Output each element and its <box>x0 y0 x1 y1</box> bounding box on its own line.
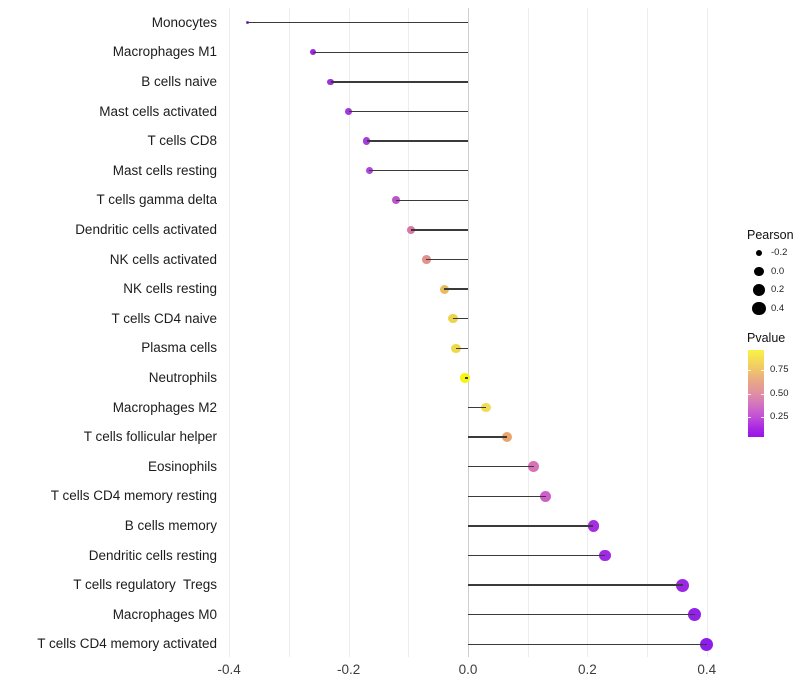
category-label: T cells CD4 memory resting <box>50 488 217 504</box>
lollipop-point <box>392 196 401 205</box>
pvalue-bar-tick-left <box>748 370 751 371</box>
lollipop-stem <box>468 495 546 498</box>
category-label: T cells gamma delta <box>96 192 217 208</box>
category-label: Mast cells activated <box>99 103 217 119</box>
pvalue-bar-tick-right <box>761 416 764 418</box>
lollipop-stem <box>366 140 468 142</box>
zero-baseline <box>468 8 469 657</box>
pvalue-bar-tick-left <box>748 393 751 395</box>
category-label: NK cells resting <box>123 281 217 297</box>
category-label: Monocytes <box>151 14 217 30</box>
category-label: Dendritic cells activated <box>75 221 217 237</box>
gridline <box>288 8 290 657</box>
category-label: T cells CD4 naive <box>111 310 217 326</box>
size-legend-dot <box>755 249 763 257</box>
category-label: T cells CD4 memory activated <box>37 636 217 652</box>
category-label: Neutrophils <box>148 369 217 385</box>
category-label: Dendritic cells resting <box>88 547 217 563</box>
color-legend-title: Pvalue <box>747 331 786 345</box>
lollipop-point <box>245 21 249 25</box>
pvalue-legend-label: 0.50 <box>770 387 789 399</box>
lollipop-stem <box>465 377 468 379</box>
lollipop-point <box>480 402 491 413</box>
lollipop-point <box>501 431 512 443</box>
lollipop-stem <box>348 110 468 113</box>
lollipop-stem <box>247 21 468 24</box>
lollipop-stem <box>468 643 707 646</box>
pvalue-gradient-bar <box>748 350 764 437</box>
category-label: T cells follicular helper <box>83 429 217 445</box>
pvalue-legend-label: 0.25 <box>770 410 789 422</box>
size-legend-label: 0.0 <box>771 265 785 277</box>
lollipop-stem <box>330 81 468 83</box>
size-legend-label: 0.4 <box>771 302 785 314</box>
gridline <box>408 8 410 657</box>
pvalue-bar-tick-right <box>761 393 764 395</box>
lollipop-stem <box>396 199 468 202</box>
lollipop-stem <box>468 465 534 468</box>
lollipop-stem <box>468 554 606 557</box>
gridline <box>647 8 649 657</box>
category-label: T cells CD8 <box>147 133 217 149</box>
lollipop-stem <box>411 229 468 231</box>
size-legend-label: -0.2 <box>771 247 788 258</box>
category-label: T cells regulatory Tregs <box>73 577 217 593</box>
lollipop-point <box>599 549 612 562</box>
lollipop-stem <box>468 584 683 586</box>
x-tick-label: 0.0 <box>458 662 478 677</box>
gridline <box>527 8 529 657</box>
lollipop-stem <box>468 525 594 527</box>
gridline <box>229 8 231 657</box>
category-label: Eosinophils <box>147 458 217 474</box>
pvalue-legend-label: 0.75 <box>770 364 789 375</box>
lollipop-point <box>528 461 540 473</box>
x-tick-label: 0.4 <box>697 662 717 677</box>
category-label: Mast cells resting <box>112 162 217 178</box>
lollipop-stem <box>468 613 695 616</box>
lollipop-stem <box>468 436 507 438</box>
gridline <box>587 8 589 657</box>
lollipop-stem <box>312 51 468 54</box>
lollipop-point <box>676 578 690 592</box>
pvalue-bar-tick-left <box>748 416 751 418</box>
gridline <box>706 8 708 657</box>
size-legend-label: 0.2 <box>771 284 785 295</box>
lollipop-stem <box>369 169 468 172</box>
x-tick-label: 0.2 <box>578 662 597 677</box>
lollipop-stem <box>426 258 468 261</box>
category-label: Macrophages M2 <box>112 399 217 415</box>
lollipop-stem <box>468 406 486 409</box>
category-label: B cells naive <box>141 73 217 89</box>
lollipop-point <box>587 520 600 532</box>
gridline <box>348 8 350 657</box>
category-label: B cells memory <box>124 517 217 533</box>
size-legend-dot <box>753 284 765 296</box>
category-label: Plasma cells <box>141 340 217 356</box>
pvalue-bar-tick-right <box>761 370 764 371</box>
lollipop-point <box>345 108 353 115</box>
category-label: NK cells activated <box>109 251 217 267</box>
lollipop-point <box>448 314 458 324</box>
x-tick-label: -0.2 <box>336 662 361 677</box>
category-label: Macrophages M0 <box>112 606 217 622</box>
category-label: Macrophages M1 <box>112 44 217 60</box>
size-legend-dot <box>752 301 766 316</box>
lollipop-stem <box>453 317 468 320</box>
lollipop-stem <box>444 288 468 290</box>
size-legend-title: Pearson <box>747 228 794 242</box>
x-tick-label: -0.4 <box>217 662 241 677</box>
lollipop-stem <box>456 347 468 350</box>
size-legend-dot <box>754 266 764 277</box>
lollipop-point <box>327 78 334 86</box>
